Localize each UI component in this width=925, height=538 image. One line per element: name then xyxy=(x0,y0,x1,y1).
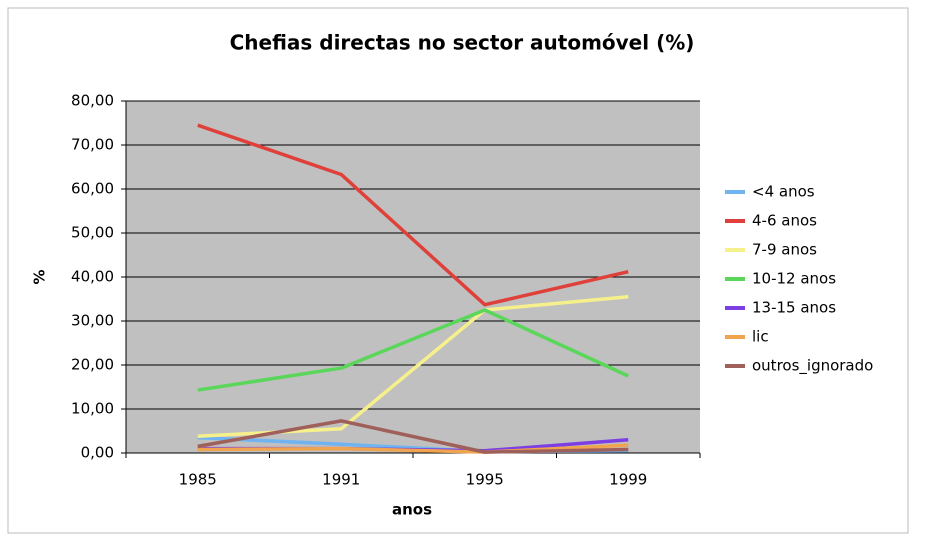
series-line xyxy=(197,308,629,392)
legend-label: 13-15 anos xyxy=(752,299,836,317)
legend-label: outros_ignorado xyxy=(752,357,873,376)
x-tick-label: 1985 xyxy=(179,471,217,489)
y-tick-label: 80,00 xyxy=(71,92,114,110)
y-tick-label: 10,00 xyxy=(71,400,114,418)
x-tick-label: 1999 xyxy=(609,471,647,489)
legend-label: lic xyxy=(752,328,769,346)
y-axis-label: % xyxy=(31,269,49,284)
legend-label: 7-9 anos xyxy=(752,241,817,259)
legend-label: <4 anos xyxy=(752,183,815,201)
y-tick-label: 30,00 xyxy=(71,312,114,330)
legend-label: 10-12 anos xyxy=(752,270,836,288)
y-tick-label: 0,00 xyxy=(81,444,114,462)
legend-label: 4-6 anos xyxy=(752,212,817,230)
y-tick-label: 40,00 xyxy=(71,268,114,286)
y-tick-label: 50,00 xyxy=(71,224,114,242)
series-line xyxy=(197,443,629,454)
y-tick-label: 70,00 xyxy=(71,136,114,154)
series-line xyxy=(197,419,629,454)
y-tick-label: 60,00 xyxy=(71,180,114,198)
chart-title: Chefias directas no sector automóvel (%) xyxy=(230,31,695,55)
series-line xyxy=(197,123,629,307)
x-tick-label: 1995 xyxy=(466,471,504,489)
y-tick-label: 20,00 xyxy=(71,356,114,374)
x-axis-label: anos xyxy=(392,501,432,519)
x-tick-label: 1991 xyxy=(322,471,360,489)
